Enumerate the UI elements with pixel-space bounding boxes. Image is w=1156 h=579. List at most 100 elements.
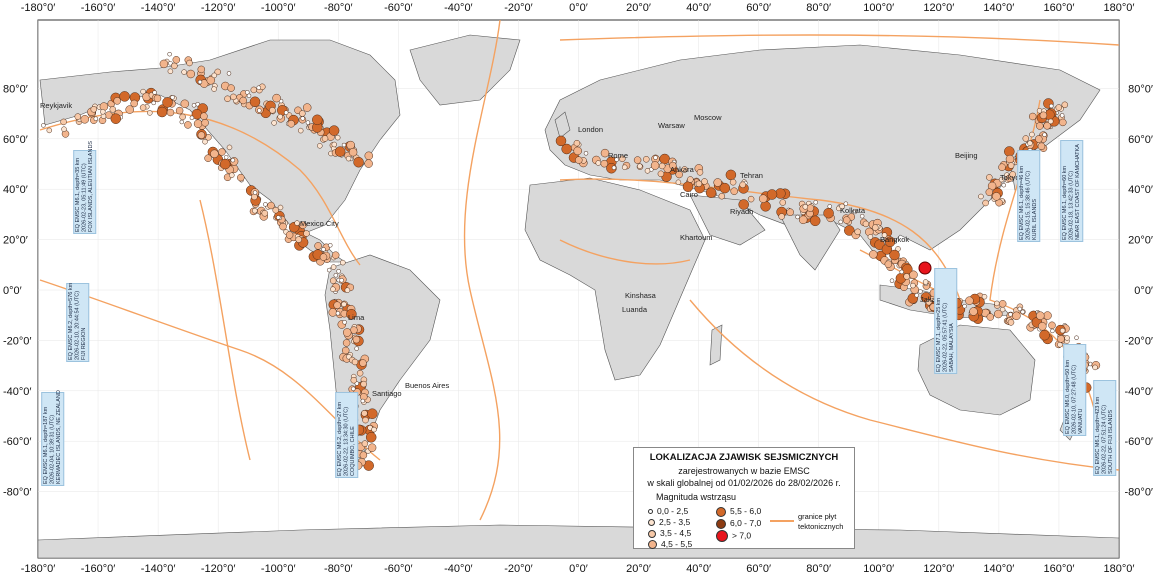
quake-marker xyxy=(189,115,195,121)
quake-marker xyxy=(729,178,737,186)
event-callout-kamchatka: EQ EMSC M6.1, depth=60 km 2026-02-18, 13… xyxy=(1060,140,1084,242)
quake-marker xyxy=(361,440,369,447)
lon-label-top: 140°0′ xyxy=(983,2,1014,14)
axis-labels: -180°0′ -180°0′ -160°0′ -160°0′ -140°0′ -140°… xyxy=(3,2,1153,575)
event-callout-fiji: EQ EMSC M6.2, depth=576 km 2026-02-10, 2… xyxy=(66,283,90,362)
legend-period: w skali globalnej od 01/02/2026 do 28/02… xyxy=(647,478,841,488)
city-label: Rome xyxy=(608,151,628,160)
quake-marker xyxy=(718,192,726,200)
quake-marker xyxy=(889,278,895,283)
quake-marker xyxy=(302,103,312,112)
quake-marker xyxy=(1009,171,1016,178)
lat-label-left: -20°0′ xyxy=(3,335,31,347)
quake-marker xyxy=(229,172,235,178)
quake-marker xyxy=(353,156,364,168)
quake-marker xyxy=(600,159,609,168)
lon-label-top: -140°0′ xyxy=(141,2,176,14)
legend-class-0: 0,0 - 2,5 xyxy=(648,506,688,516)
quake-marker xyxy=(575,156,583,164)
quake-marker xyxy=(643,156,650,163)
quake-marker xyxy=(328,308,338,317)
legend-title: LOKALIZACJA ZJAWISK SEJSMICZNYCH xyxy=(649,452,839,463)
quake-marker xyxy=(181,69,187,75)
lat-label-right: -60°0′ xyxy=(1125,436,1153,448)
quake-marker xyxy=(312,114,323,126)
legend-plate-line xyxy=(770,520,794,522)
quake-marker xyxy=(1039,111,1048,120)
quake-marker xyxy=(46,127,53,134)
quake-marker xyxy=(658,162,666,170)
quake-marker xyxy=(331,251,340,259)
quake-marker xyxy=(1042,132,1047,137)
quake-marker xyxy=(914,293,919,298)
quake-marker xyxy=(285,231,294,239)
quake-marker xyxy=(633,156,642,164)
quake-marker xyxy=(713,178,722,187)
quake-marker xyxy=(219,158,231,170)
quake-marker xyxy=(197,65,206,74)
lon-label-top: 20°0′ xyxy=(626,2,651,14)
lon-label-bottom: -100°0′ xyxy=(261,563,296,575)
quake-marker xyxy=(1059,113,1065,118)
quake-marker xyxy=(180,99,190,109)
quake-marker xyxy=(779,199,787,206)
quake-marker xyxy=(237,173,245,182)
quake-marker xyxy=(330,286,336,292)
quake-marker xyxy=(1028,112,1037,121)
quake-marker xyxy=(992,192,1001,201)
quake-marker xyxy=(261,210,269,217)
quake-marker xyxy=(806,204,815,212)
lon-label-top: 40°0′ xyxy=(686,2,711,14)
city-label: Buenos Aires xyxy=(405,381,449,390)
quake-marker xyxy=(159,59,169,69)
quake-marker xyxy=(218,148,226,156)
quake-marker xyxy=(356,369,364,377)
quake-marker xyxy=(809,215,821,227)
city-label: Khartoum xyxy=(680,233,713,242)
lat-label-left: -60°0′ xyxy=(3,436,31,448)
city-label: Ankara xyxy=(670,165,695,174)
quake-marker xyxy=(986,174,993,181)
event-callout-sabah: EQ EMSC M7.1, depth=25 km 2026-02-22, 05… xyxy=(934,268,958,374)
quake-marker xyxy=(305,120,311,125)
quake-marker xyxy=(884,236,896,248)
quake-marker xyxy=(994,300,1000,307)
lon-label-bottom: 100°0′ xyxy=(863,563,894,575)
lat-label-left: 80°0′ xyxy=(3,83,28,95)
city-label: Tokyo xyxy=(1000,173,1020,182)
quake-marker xyxy=(201,119,209,127)
quake-marker xyxy=(1050,328,1055,334)
quake-marker xyxy=(899,269,904,275)
quake-marker xyxy=(653,155,658,160)
lon-label-top: -180°0′ xyxy=(21,2,56,14)
quake-marker xyxy=(341,142,347,148)
quake-marker xyxy=(1036,311,1045,320)
quake-marker xyxy=(80,115,90,124)
city-label: Kinshasa xyxy=(625,291,657,300)
quake-marker xyxy=(113,97,121,105)
lon-label-top: 80°0′ xyxy=(806,2,831,14)
quake-marker xyxy=(210,149,219,159)
lon-label-bottom: 60°0′ xyxy=(746,563,771,575)
quake-marker xyxy=(621,164,628,171)
city-labels: Reykjavik Warsaw Moscow London Rome Ankara Teh… xyxy=(40,101,1020,398)
lon-label-bottom: -120°0′ xyxy=(201,563,236,575)
quake-marker xyxy=(778,213,785,220)
quake-marker xyxy=(843,201,849,206)
lat-label-left: 20°0′ xyxy=(3,235,28,247)
quake-marker xyxy=(204,154,212,162)
quake-marker xyxy=(1092,364,1098,371)
city-label: Reykjavik xyxy=(40,101,72,110)
quake-marker xyxy=(1055,104,1063,111)
lon-label-top: -60°0′ xyxy=(384,2,412,14)
quake-marker xyxy=(283,110,289,115)
lat-label-left: 60°0′ xyxy=(3,134,28,146)
quake-marker xyxy=(1029,131,1035,138)
quake-marker xyxy=(965,296,974,305)
quake-marker xyxy=(681,166,688,173)
quake-marker xyxy=(842,216,851,224)
quake-marker xyxy=(224,95,231,103)
city-label: Luanda xyxy=(622,305,648,314)
quake-marker xyxy=(360,380,367,388)
quake-marker xyxy=(359,451,368,459)
